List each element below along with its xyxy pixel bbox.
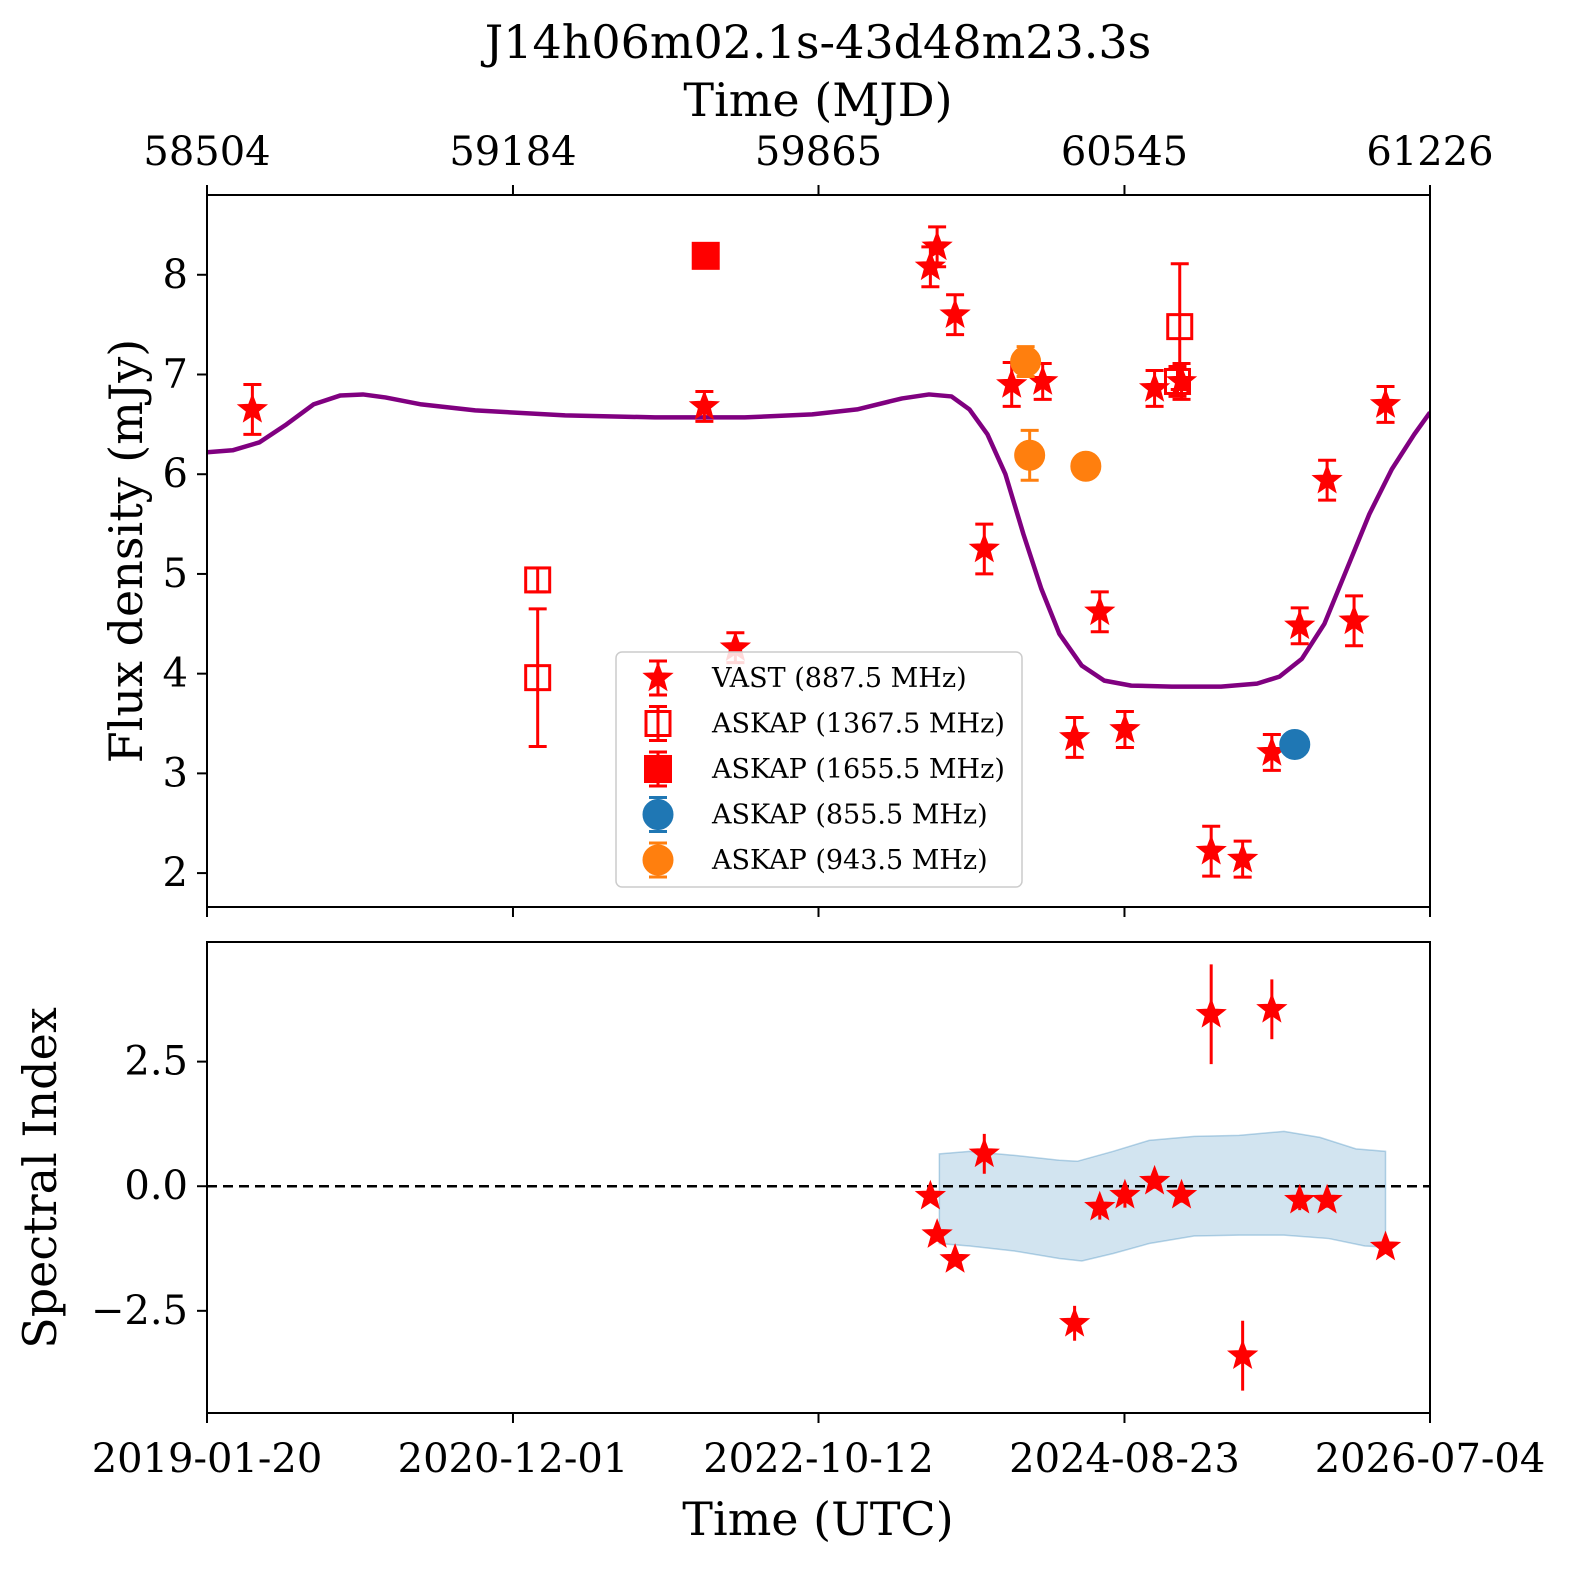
flux-y-tick-label: 3 (163, 750, 188, 796)
flux-density-axis-label: Flux density (mJy) (99, 339, 153, 763)
flux-point-s0-p4 (921, 230, 953, 261)
index-point-p8 (1165, 1178, 1198, 1209)
index-point-p7 (1138, 1164, 1171, 1195)
flux-point-s0-p14 (1195, 834, 1227, 865)
index-point-p4 (1058, 1306, 1091, 1337)
flux-y-tick-label: 8 (163, 252, 188, 298)
index-y-tick-label: −2.5 (91, 1288, 188, 1334)
legend-marker (642, 799, 674, 830)
legend-marker (642, 661, 674, 692)
legend: VAST (887.5 MHz) ASKAP (1367.5 MHz) ASKAP … (615, 651, 1023, 888)
flux-point-s1-p3 (1163, 367, 1191, 395)
flux-point-s3-p0 (1279, 728, 1311, 760)
index-point-p9 (1195, 997, 1227, 1028)
index-point-p1 (921, 1218, 953, 1248)
index-point-p0 (914, 1179, 946, 1210)
utc-tick-label: 2020-12-01 (398, 1436, 629, 1482)
model-curve (207, 392, 1430, 689)
index-point-p11 (1256, 992, 1288, 1023)
legend-label: VAST (887.5 MHz) (711, 663, 967, 694)
bottom-panel-ticks: 2019-01-20 2020-12-01 2022-10-12 2024-08-23… (91, 1039, 1545, 1482)
top-axis-label: Time (MJD) (683, 73, 952, 127)
mjd-tick-label: 60545 (1061, 129, 1188, 175)
flux-point-s0-p6 (968, 532, 1000, 563)
spectral-index-axis-label: Spectral Index (13, 1007, 67, 1349)
legend-label: ASKAP (1655.5 MHz) (711, 754, 1005, 785)
top-panel-ticks: 58504 59184 59865 60545 61226 2 3 4 5 6 7 8 (143, 129, 1494, 917)
flux-point-s0-p18 (1311, 463, 1343, 494)
index-y-tick-label: 2.5 (124, 1039, 188, 1085)
index-point-p5 (1084, 1190, 1116, 1221)
flux-point-s0-p11 (1109, 713, 1141, 743)
flux-y-tick-label: 5 (163, 551, 188, 597)
flux-point-s0-p9 (1058, 721, 1091, 751)
flux-point-s2-p0 (691, 241, 720, 270)
index-point-p13 (1311, 1183, 1343, 1214)
index-point-p3 (968, 1137, 1000, 1168)
legend-frame (615, 651, 1023, 888)
flux-point-s0-p7 (996, 368, 1028, 398)
mjd-tick-label: 59865 (755, 129, 882, 175)
utc-tick-label: 2022-10-12 (703, 1436, 934, 1482)
flux-point-s0-p20 (1369, 387, 1402, 418)
legend-label: ASKAP (943.5 MHz) (711, 845, 988, 876)
index-y-tick-label: 0.0 (124, 1163, 188, 1209)
flux-point-s4-p1 (1014, 439, 1046, 471)
flux-point-s0-p19 (1338, 604, 1370, 635)
mjd-tick-label: 61226 (1366, 129, 1493, 175)
utc-tick-label: 2024-08-23 (1009, 1436, 1240, 1482)
top-plot-area (207, 225, 1430, 879)
top-panel-frame (206, 194, 1431, 908)
flux-point-s0-p17 (1284, 609, 1316, 640)
index-point-p14 (1369, 1230, 1402, 1261)
mjd-tick-label: 58504 (143, 129, 270, 175)
legend-label: ASKAP (855.5 MHz) (711, 800, 988, 831)
flux-point-s0-p15 (1227, 842, 1259, 873)
flux-point-s1-p0 (524, 566, 552, 594)
bottom-plot-area (207, 964, 1430, 1391)
flux-y-tick-label: 4 (163, 651, 188, 697)
index-point-p2 (939, 1243, 971, 1273)
index-point-p6 (1109, 1178, 1141, 1209)
spectral-index-panel: 2019-01-20 2020-12-01 2022-10-12 2024-08-23… (13, 941, 1545, 1546)
mjd-tick-label: 59184 (449, 129, 576, 175)
flux-point-s0-p10 (1084, 595, 1116, 626)
flux-density-panel: 58504 59184 59865 60545 61226 2 3 4 5 6 7 8 Flux de… (99, 129, 1494, 917)
flux-point-s4-p2 (1070, 450, 1102, 482)
flux-point-s0-p2 (688, 389, 720, 420)
legend-label: ASKAP (1367.5 MHz) (711, 709, 1005, 740)
utc-tick-label: 2019-01-20 (92, 1436, 323, 1482)
legend-marker (642, 844, 674, 876)
index-point-p10 (1227, 1339, 1259, 1369)
bottom-panel-frame (206, 941, 1431, 1414)
index-point-p12 (1284, 1183, 1316, 1214)
flux-point-s0-p13 (1165, 365, 1198, 395)
legend-marker (644, 755, 672, 783)
bottom-axis-label: Time (UTC) (682, 1492, 953, 1546)
flux-point-s1-p1 (524, 664, 552, 692)
flux-y-tick-label: 6 (163, 451, 188, 497)
flux-point-s1-p2 (1166, 313, 1194, 341)
legend-marker (644, 710, 672, 737)
flux-y-tick-label: 7 (163, 351, 188, 397)
utc-tick-label: 2026-07-04 (1315, 1436, 1546, 1482)
flux-y-tick-label: 2 (163, 850, 188, 896)
chart-title: J14h06m02.1s-43d48m23.3s (481, 15, 1151, 69)
flux-point-s0-p0 (236, 392, 269, 423)
flux-point-s4-p0 (1010, 346, 1042, 378)
flux-point-s0-p5 (939, 298, 971, 328)
